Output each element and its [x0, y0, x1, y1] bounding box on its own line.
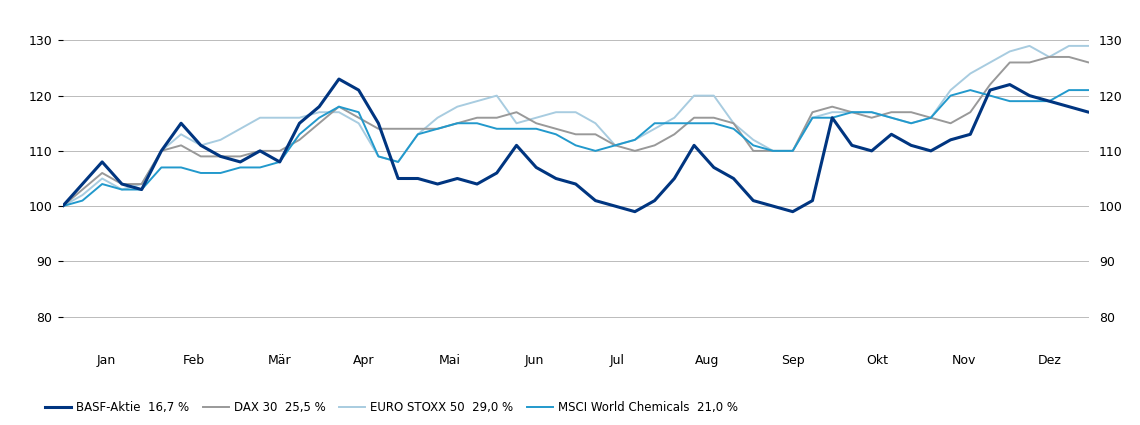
Legend: BASF-Aktie  16,7 %, DAX 30  25,5 %, EURO STOXX 50  29,0 %, MSCI World Chemicals : BASF-Aktie 16,7 %, DAX 30 25,5 %, EURO S…	[40, 397, 743, 419]
